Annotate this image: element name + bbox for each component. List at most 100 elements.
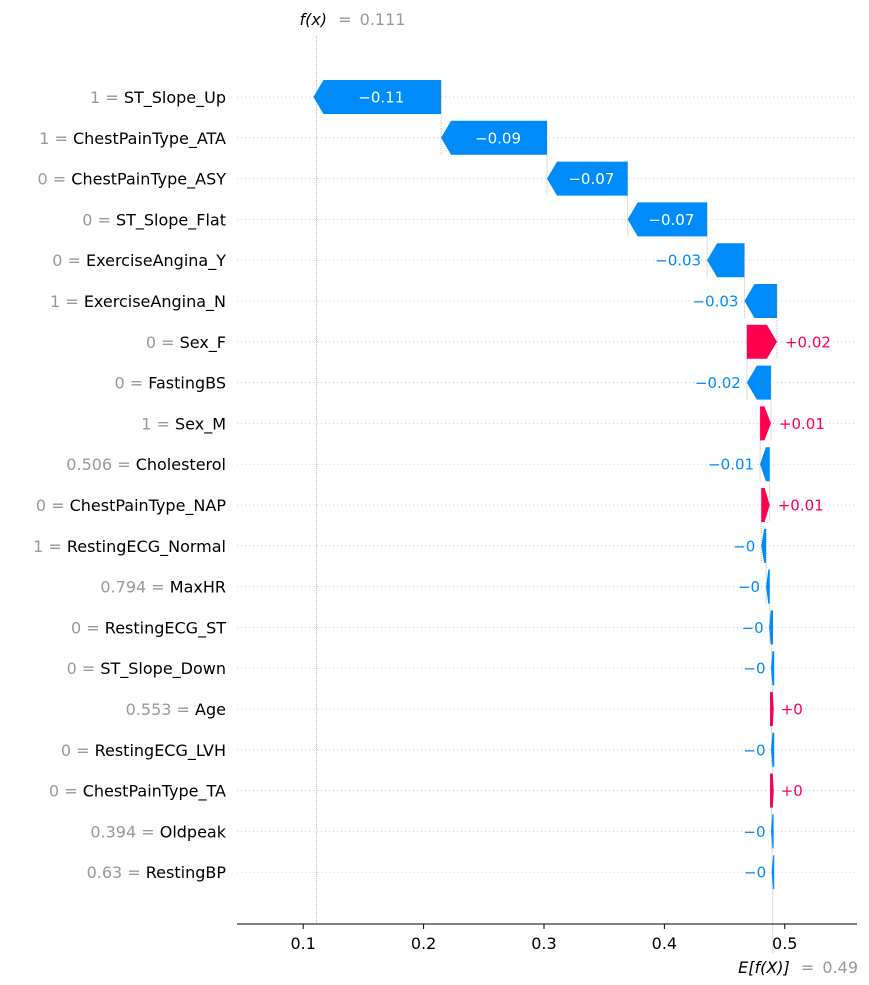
contribution-bar [747, 325, 777, 359]
bar-value-label: −0.02 [695, 374, 741, 392]
bar-value-label: −0 [742, 619, 764, 637]
feature-name: Sex_F [180, 333, 226, 353]
expected-label: E[f(X)] [738, 958, 790, 977]
fx-equals: = [338, 10, 351, 29]
feature-label: 0 = ChestPainType_TA [49, 782, 226, 802]
feature-value: 0.506 = [66, 455, 135, 474]
x-tick-label: 0.4 [652, 934, 677, 953]
contribution-bar [770, 774, 774, 808]
feature-label: 1 = RestingECG_Normal [33, 537, 226, 557]
feature-label: 0 = ChestPainType_NAP [36, 496, 227, 516]
expected-value-annotation: E[f(X)] = 0.49 [738, 958, 858, 977]
feature-value: 1 = [90, 88, 124, 107]
feature-label: 0 = ChestPainType_ASY [38, 170, 227, 190]
feature-name: ChestPainType_ASY [71, 170, 226, 190]
bar-value-label: −0 [743, 741, 765, 759]
bar-value-label: +0.01 [778, 497, 824, 515]
bar-value-label: +0 [781, 782, 803, 800]
contribution-bar [771, 814, 774, 848]
feature-name: ChestPainType_NAP [70, 496, 227, 516]
feature-value: 0.794 = [100, 578, 169, 597]
feature-label: 0 = RestingECG_LVH [61, 741, 226, 761]
feature-label: 0 = ST_Slope_Flat [82, 210, 226, 230]
feature-name: MaxHR [170, 578, 226, 597]
feature-value: 0 = [38, 170, 72, 189]
feature-value: 0 = [114, 374, 148, 393]
feature-value: 0 = [82, 210, 116, 229]
fx-value: 0.111 [360, 10, 406, 29]
x-tick-label: 0.1 [290, 934, 315, 953]
feature-label: 0.553 = Age [126, 700, 226, 719]
contribution-bar [744, 284, 777, 318]
x-tick-label: 0.2 [411, 934, 436, 953]
bar-value-label: −0.07 [568, 170, 614, 188]
contribution-bars: −0.11 −0.09 −0.07 −0.07 −0.03 −0.03 +0.02 −0.02… [313, 80, 830, 889]
contribution-bar [769, 610, 773, 644]
bar-value-label: −0 [744, 864, 766, 882]
feature-name: Age [195, 700, 226, 719]
bar-value-label: −0 [743, 660, 765, 678]
feature-value: 1 = [39, 129, 73, 148]
contribution-bar [772, 855, 775, 889]
feature-name: RestingBP [146, 863, 227, 882]
feature-label: 1 = Sex_M [141, 414, 226, 434]
feature-label: 0 = ExerciseAngina_Y [52, 251, 226, 271]
contribution-bar [707, 243, 744, 277]
feature-value: 0 = [67, 659, 101, 678]
feature-label: 0.794 = MaxHR [100, 578, 226, 597]
feature-name: Cholesterol [136, 455, 226, 474]
bar-value-label: +0.01 [779, 415, 825, 433]
feature-value: 0 = [52, 251, 86, 270]
x-axis: 0.1 0.2 0.3 0.4 0.5 [237, 924, 857, 953]
feature-label: 0.63 = RestingBP [87, 863, 227, 882]
contribution-bar [761, 529, 766, 563]
bar-value-label: −0.03 [692, 293, 738, 311]
bar-value-label: −0.01 [708, 456, 754, 474]
bar-value-label: −0.07 [648, 211, 694, 229]
bar-value-label: +0 [781, 701, 803, 719]
feature-name: FastingBS [148, 374, 226, 393]
contribution-bar [760, 406, 771, 440]
feature-value: 1 = [141, 414, 175, 433]
bar-value-label: −0.11 [358, 89, 404, 107]
feature-value: 0.553 = [126, 700, 195, 719]
bar-value-label: +0.02 [785, 333, 831, 351]
feature-value: 0.394 = [90, 822, 159, 841]
feature-name: RestingECG_ST [105, 618, 226, 638]
contribution-bar [771, 733, 774, 767]
contribution-bar [770, 692, 774, 726]
bar-value-label: −0.09 [475, 129, 521, 147]
fx-label: f(x) [299, 10, 327, 29]
bar-value-label: −0 [738, 578, 760, 596]
expected-value: 0.49 [822, 958, 858, 977]
feature-label: 0.506 = Cholesterol [66, 455, 226, 474]
feature-label: 1 = ST_Slope_Up [90, 88, 226, 108]
feature-label: 1 = ChestPainType_ATA [39, 129, 226, 149]
feature-value: 0 = [61, 741, 95, 760]
feature-name: ST_Slope_Up [124, 88, 226, 108]
contribution-bar [760, 447, 770, 481]
feature-name: RestingECG_Normal [67, 537, 226, 557]
contribution-bar [766, 570, 770, 604]
feature-label: 0 = RestingECG_ST [71, 618, 226, 638]
feature-label: 0 = FastingBS [114, 374, 226, 393]
contribution-bar [747, 366, 771, 400]
feature-value: 0 = [146, 333, 180, 352]
feature-value: 0 = [49, 782, 83, 801]
bar-value-label: −0 [733, 537, 755, 555]
feature-name: Sex_M [175, 414, 226, 434]
feature-label: 0 = ST_Slope_Down [67, 659, 226, 679]
contribution-bar [761, 488, 769, 522]
bar-value-label: −0 [743, 823, 765, 841]
feature-value: 0.63 = [87, 863, 146, 882]
contribution-bar [771, 651, 774, 685]
x-tick-label: 0.5 [772, 934, 797, 953]
feature-label: 0 = Sex_F [146, 333, 226, 353]
feature-value: 1 = [33, 537, 67, 556]
feature-value: 1 = [50, 292, 84, 311]
x-tick-label: 0.3 [531, 934, 556, 953]
feature-name: ChestPainType_ATA [73, 129, 226, 149]
feature-label: 0.394 = Oldpeak [90, 822, 226, 841]
